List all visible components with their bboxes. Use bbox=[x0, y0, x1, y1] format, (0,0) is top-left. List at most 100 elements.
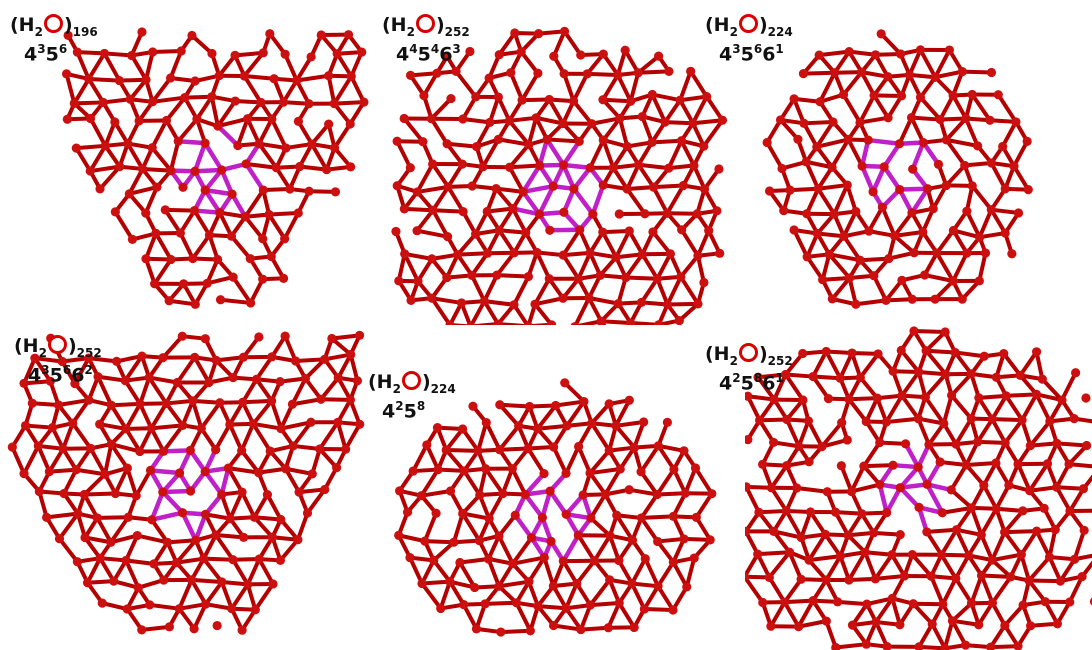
oxygen-atom bbox=[766, 483, 776, 493]
oxygen-atom bbox=[1024, 575, 1034, 586]
bond bbox=[317, 420, 340, 451]
bond bbox=[553, 399, 586, 408]
oxygen-atom bbox=[258, 274, 268, 284]
bond bbox=[144, 50, 155, 82]
oxygen-atom bbox=[245, 254, 255, 264]
oxygen-atom bbox=[546, 536, 556, 546]
oxygen-atom bbox=[621, 272, 631, 283]
oxygen-atom bbox=[516, 47, 526, 57]
bond bbox=[411, 442, 429, 474]
oxygen-atom bbox=[493, 134, 504, 144]
core-bond bbox=[193, 512, 208, 543]
bond bbox=[526, 115, 539, 147]
oxygen-atom bbox=[484, 73, 494, 83]
oxygen-atom bbox=[844, 273, 855, 283]
oxygen-atom bbox=[148, 97, 158, 107]
oxygen-atom bbox=[831, 642, 841, 650]
bond bbox=[960, 69, 994, 75]
bond bbox=[251, 398, 274, 426]
oxygen-atom bbox=[148, 47, 158, 57]
oxygen-atom bbox=[620, 45, 630, 55]
oxygen-atom bbox=[909, 326, 919, 336]
oxygen-atom bbox=[418, 137, 428, 147]
bond bbox=[326, 73, 337, 106]
bond bbox=[125, 141, 145, 171]
bond bbox=[688, 69, 709, 99]
oxygen-atom bbox=[652, 274, 662, 284]
oxygen-atom bbox=[532, 424, 543, 434]
bond bbox=[72, 356, 91, 386]
bond bbox=[283, 52, 299, 83]
oxygen-atom bbox=[306, 52, 316, 62]
oxygen-atom bbox=[291, 356, 301, 366]
oxygen-atom bbox=[815, 97, 825, 107]
oxygen-atom bbox=[851, 299, 861, 309]
bond bbox=[863, 550, 878, 581]
oxygen-atom bbox=[680, 488, 690, 498]
bond bbox=[806, 418, 824, 449]
oxygen-atom bbox=[605, 575, 615, 585]
cluster-252-wide: (H2)252 425861 bbox=[705, 325, 1092, 650]
oxygen-atom bbox=[946, 390, 957, 401]
oxygen-atom bbox=[699, 184, 710, 194]
bond bbox=[650, 138, 684, 145]
bond bbox=[768, 600, 787, 629]
oxygen-atom bbox=[72, 47, 82, 57]
oxygen-atom bbox=[391, 226, 401, 237]
bond bbox=[429, 296, 452, 325]
oxygen-atom bbox=[122, 463, 132, 473]
oxygen-atom bbox=[860, 547, 870, 557]
oxygen-atom bbox=[1040, 597, 1050, 607]
bond bbox=[402, 251, 434, 261]
oxygen-atom bbox=[558, 118, 568, 129]
oxygen-atom bbox=[524, 401, 535, 412]
bond bbox=[22, 443, 41, 476]
bond bbox=[82, 491, 118, 497]
bond bbox=[460, 511, 482, 543]
oxygen-atom bbox=[54, 534, 65, 544]
oxygen-atom bbox=[443, 182, 453, 192]
oxygen-atom bbox=[212, 620, 222, 631]
bond bbox=[911, 601, 935, 627]
core-bond bbox=[571, 186, 596, 217]
core-bond bbox=[881, 141, 902, 170]
oxygen-atom bbox=[881, 417, 891, 427]
bond bbox=[1004, 392, 1039, 398]
oxygen-atom bbox=[835, 551, 845, 561]
bond bbox=[408, 555, 425, 586]
oxygen-atom bbox=[352, 376, 362, 386]
oxygen-atom bbox=[217, 577, 227, 587]
bond bbox=[924, 527, 959, 534]
oxygen-atom bbox=[813, 184, 823, 194]
oxygen-atom bbox=[196, 423, 206, 433]
oxygen-atom bbox=[575, 225, 585, 235]
bond bbox=[551, 623, 583, 632]
oxygen-atom bbox=[275, 377, 285, 387]
highlighted-core-bonds bbox=[877, 441, 954, 535]
oxygen-atom bbox=[654, 51, 664, 61]
oxygen-atom bbox=[426, 114, 437, 124]
oxygen-atom bbox=[531, 113, 541, 123]
bond bbox=[949, 462, 969, 492]
bond bbox=[402, 116, 425, 144]
oxygen-atom bbox=[399, 204, 409, 214]
oxygen-atom bbox=[1009, 161, 1019, 171]
oxygen-atom bbox=[158, 446, 169, 456]
oxygen-atom bbox=[445, 577, 455, 587]
bond bbox=[817, 49, 852, 58]
oxygen-atom bbox=[823, 394, 834, 404]
oxygen-atom bbox=[124, 189, 134, 199]
bond bbox=[44, 511, 80, 520]
bond bbox=[209, 94, 220, 129]
oxygen-atom bbox=[777, 163, 787, 174]
bond bbox=[189, 577, 224, 585]
oxygen-atom bbox=[174, 468, 185, 478]
bond bbox=[884, 393, 904, 425]
bond bbox=[134, 468, 153, 498]
bond bbox=[561, 227, 582, 258]
oxygen-atom bbox=[470, 582, 480, 593]
oxygen-atom bbox=[935, 114, 945, 125]
bond bbox=[835, 599, 869, 607]
oxygen-atom bbox=[355, 419, 365, 429]
oxygen-atom bbox=[913, 414, 923, 424]
